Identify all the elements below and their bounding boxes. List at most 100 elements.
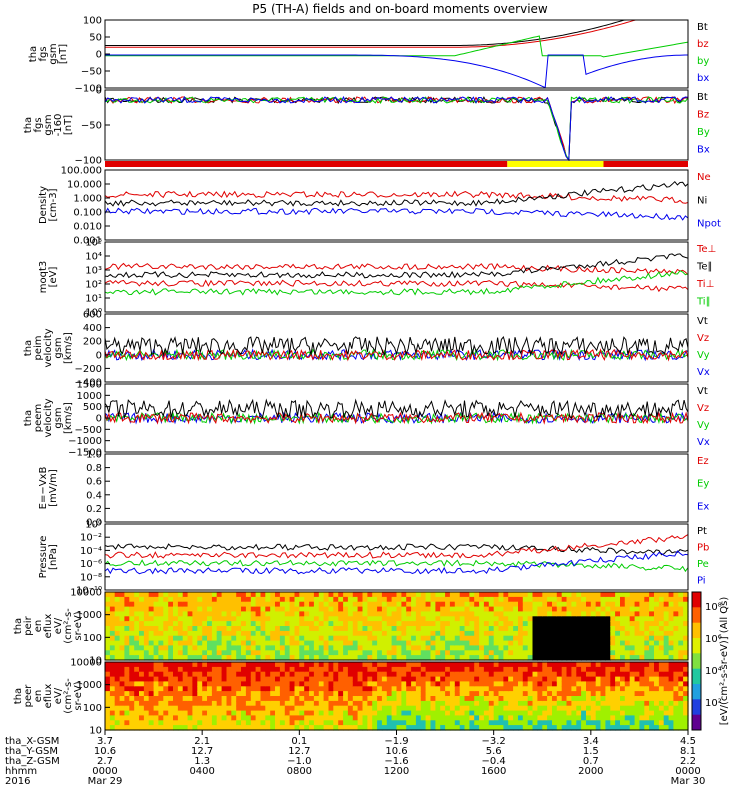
- series-line-Ti∥: [104, 270, 689, 296]
- spectrogram-cell: [615, 645, 621, 651]
- spectrogram-cell: [231, 596, 237, 603]
- spectrogram-cell: [610, 592, 616, 598]
- spectrogram-cell: [211, 650, 218, 656]
- spectrogram-cell: [430, 606, 436, 613]
- spectrogram-cell: [372, 606, 378, 613]
- spectrogram-cell: [129, 681, 135, 687]
- spectrogram-cell: [493, 645, 500, 651]
- spectrogram-cell: [270, 681, 276, 687]
- spectrogram-cell: [275, 596, 281, 603]
- spectrogram-cell: [352, 645, 359, 651]
- spectrogram-cell: [586, 626, 592, 632]
- spectrogram-cell: [333, 596, 339, 603]
- spectrogram-cell: [411, 705, 417, 712]
- spectrogram-cell: [590, 681, 597, 687]
- spectrogram-cell: [391, 681, 398, 687]
- spectrogram-cell: [386, 621, 393, 627]
- spectrogram-cell: [207, 671, 213, 678]
- spectrogram-cell: [595, 606, 602, 613]
- spectrogram-cell: [571, 700, 577, 707]
- spectrogram-cell: [513, 710, 519, 717]
- spectrogram-cell: [255, 715, 262, 721]
- spectrogram-cell: [406, 645, 412, 651]
- spectrogram-cell: [620, 662, 626, 668]
- spectrogram-cell: [139, 662, 145, 668]
- spectrogram-cell: [396, 705, 402, 712]
- spectrogram-cell: [226, 621, 232, 627]
- spectrogram-cell: [338, 616, 344, 622]
- spectrogram-cell: [396, 626, 402, 632]
- spectrogram-cell: [338, 630, 344, 637]
- spectrogram-cell: [338, 681, 344, 687]
- spectrogram-cell: [590, 666, 597, 673]
- spectrogram-cell: [347, 621, 354, 627]
- spectrogram-cell: [381, 686, 388, 692]
- spectrogram-cell: [386, 681, 393, 687]
- spectrogram-cell: [493, 705, 500, 712]
- spectrogram-cell: [644, 592, 650, 598]
- spectrogram-cell: [221, 686, 228, 692]
- spectrogram-cell: [449, 650, 456, 656]
- spectrogram-cell: [139, 720, 145, 726]
- spectrogram-cell: [683, 630, 689, 637]
- spectrogram-cell: [654, 681, 660, 687]
- spectrogram-cell: [129, 626, 135, 632]
- spectrogram-cell: [605, 666, 611, 673]
- spectrogram-cell: [187, 691, 194, 697]
- spectrogram-cell: [513, 606, 519, 613]
- spectrogram-cell: [148, 630, 155, 637]
- spectrogram-cell: [479, 676, 485, 683]
- spectrogram-cell: [202, 700, 208, 707]
- spectrogram-cell: [343, 671, 349, 678]
- spectrogram-cell: [357, 705, 364, 712]
- spectrogram-cell: [581, 645, 587, 651]
- spectrogram-cell: [493, 666, 500, 673]
- spectrogram-cell: [615, 686, 621, 692]
- spectrogram-cell: [566, 666, 572, 673]
- spectrogram-cell: [357, 645, 364, 651]
- spectrogram-cell: [391, 596, 398, 603]
- spectrogram-cell: [270, 662, 276, 668]
- spectrogram-cell: [459, 700, 466, 707]
- spectrogram-cell: [289, 640, 296, 647]
- spectrogram-cell: [547, 635, 553, 642]
- spectrogram-cell: [333, 655, 339, 661]
- spectrogram-cell: [143, 720, 150, 726]
- spectrogram-cell: [109, 630, 116, 637]
- spectrogram-cell: [590, 616, 597, 622]
- spectrogram-cell: [119, 700, 126, 707]
- spectrogram-cell: [483, 686, 490, 692]
- spectrogram-cell: [445, 686, 451, 692]
- spectrogram-cell: [547, 681, 553, 687]
- spectrogram-cell: [270, 645, 276, 651]
- spectrogram-cell: [284, 616, 291, 622]
- spectrogram-cell: [109, 715, 116, 721]
- spectrogram-cell: [401, 596, 407, 603]
- spectrogram-cell: [338, 686, 344, 692]
- spectrogram-cell: [279, 715, 286, 721]
- spectrogram-cell: [440, 650, 446, 656]
- spectrogram-cell: [663, 616, 670, 622]
- spectrogram-cell: [590, 725, 597, 731]
- spectrogram-cell: [153, 720, 160, 726]
- spectrogram-cell: [284, 621, 291, 627]
- spectrogram-cell: [552, 635, 558, 642]
- spectrogram-cell: [571, 662, 577, 668]
- spectrogram-cell: [245, 650, 252, 656]
- spectrogram-cell: [313, 715, 320, 721]
- spectrogram-cell: [124, 720, 130, 726]
- spectrogram-cell: [518, 616, 524, 622]
- spectrogram-cell: [411, 630, 417, 637]
- spectrogram-cell: [226, 686, 232, 692]
- spectrogram-cell: [362, 676, 368, 683]
- spectrogram-cell: [595, 630, 602, 637]
- spectrogram-cell: [153, 666, 160, 673]
- spectrogram-cell: [663, 686, 670, 692]
- spectrogram-cell: [236, 611, 242, 617]
- spectrogram-cell: [658, 715, 665, 721]
- legend-entry: By: [697, 127, 710, 138]
- spectrogram-cell: [391, 705, 398, 712]
- spectrogram-cell: [114, 630, 121, 637]
- spectrogram-cell: [177, 650, 184, 656]
- spectrogram-cell: [542, 611, 548, 617]
